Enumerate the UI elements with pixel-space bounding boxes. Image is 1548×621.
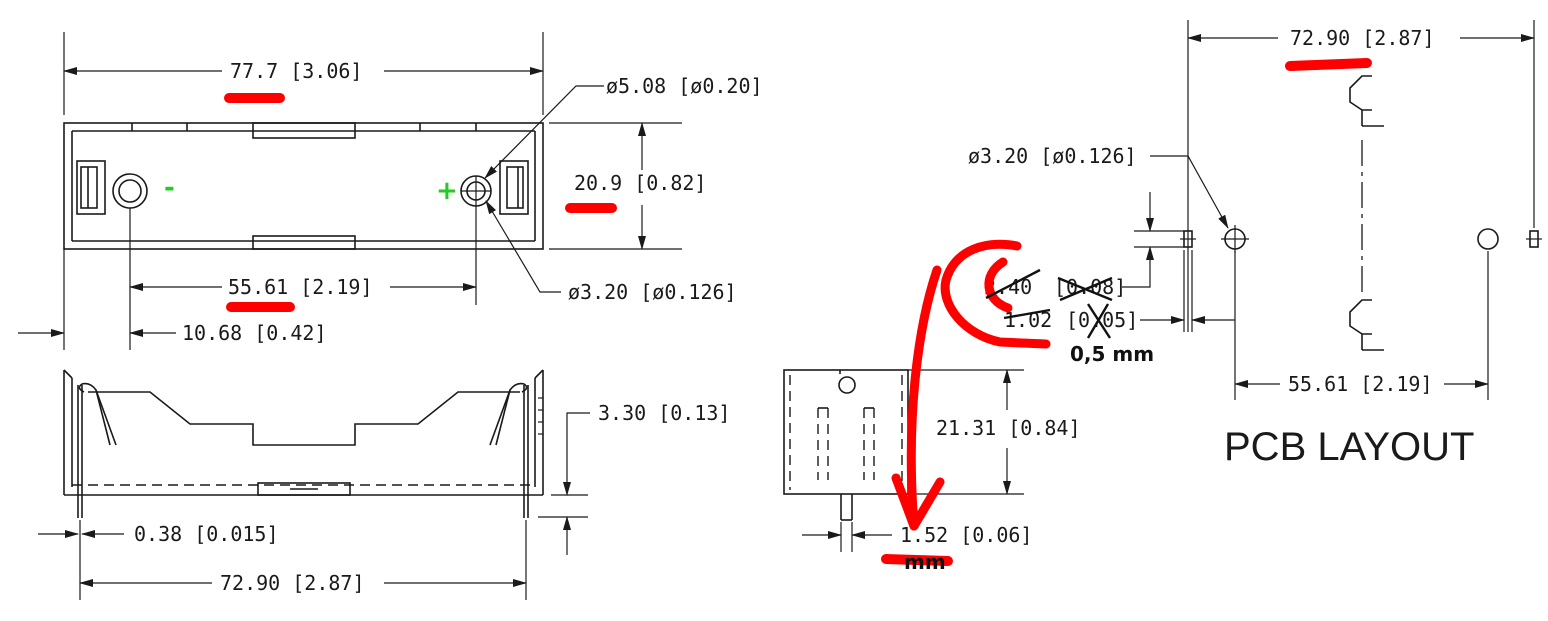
hole-spacing-label: 55.61 [2.19] <box>228 275 373 299</box>
markup-underline-pcb-spacing <box>1285 58 1372 71</box>
pcb-pad-spacing-label: 72.90 [2.87] <box>1290 26 1435 50</box>
pin-thickness-label: 0.38 [0.015] <box>134 522 279 546</box>
pcb-layout-title: PCB LAYOUT <box>1224 425 1474 469</box>
end-view: 21.31 [0.84] 1.52 [0.06] <box>783 369 1081 552</box>
pcb-layout: 72.90 [2.87] ø3.20 [ø0.126] 2.40 [0.08] <box>968 20 1542 469</box>
markup-curved-arrow <box>940 239 1051 349</box>
pcb-hole-spacing-label: 55.61 [2.19] <box>1288 372 1433 396</box>
end-height-label: 21.31 [0.84] <box>936 416 1081 440</box>
overall-length-label: 77.7 [3.06] <box>230 59 362 83</box>
top-view: 77.7 [3.06] - + ø5.08 <box>18 32 763 350</box>
pin-spacing-label: 72.90 [2.87] <box>220 571 365 595</box>
side-height-label: 3.30 [0.13] <box>598 401 730 425</box>
positive-terminal-sign: + <box>436 176 458 206</box>
red-markups <box>224 58 1372 566</box>
pin-width-label: 1.52 [0.06] <box>900 523 1032 547</box>
negative-terminal-sign: - <box>164 173 175 203</box>
side-view: 3.30 [0.13] 0.38 [0.015] 72.90 [2.87] <box>38 369 730 600</box>
markup-underline-pin-width <box>881 554 953 566</box>
pcb-pad-width-inch: [0.05] <box>1066 308 1138 332</box>
pcb-hole-diameter-label: ø3.20 [ø0.126] <box>968 144 1137 168</box>
pin-width-unit-note: mm <box>904 550 946 574</box>
hole-offset-label: 10.68 [0.42] <box>182 321 327 345</box>
width-label: 20.9 [0.82] <box>574 171 706 195</box>
large-hole-diameter-label: ø5.08 [ø0.20] <box>606 74 763 98</box>
small-hole-diameter-label: ø3.20 [ø0.126] <box>568 280 737 304</box>
pad-width-correction-note: 0,5 mm <box>1070 342 1154 366</box>
